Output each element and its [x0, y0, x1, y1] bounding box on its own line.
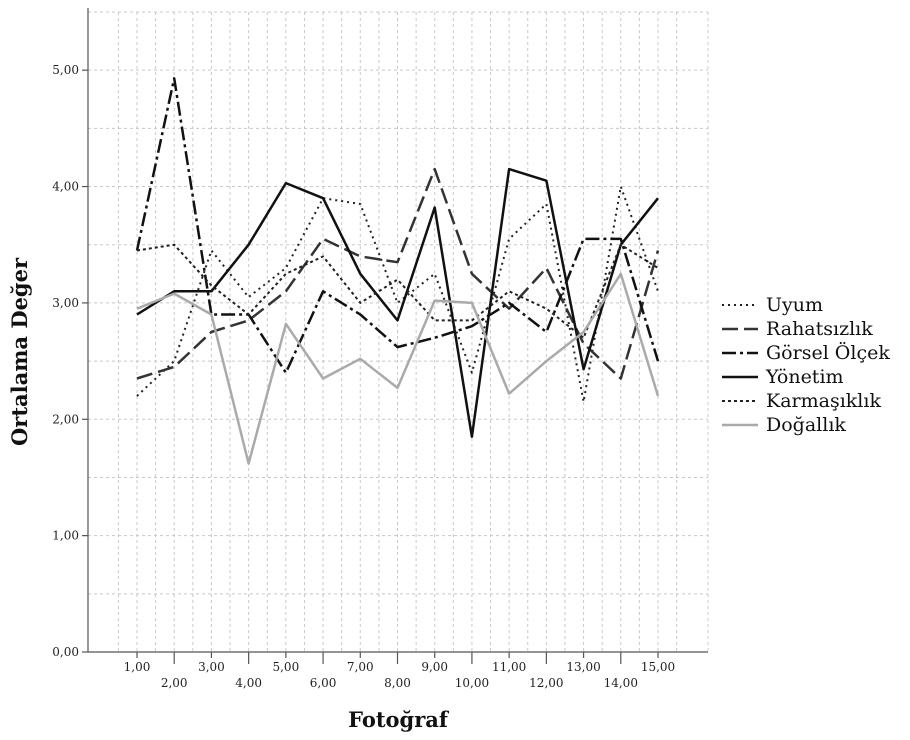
- x-tick-label: 6,00: [310, 676, 337, 690]
- x-tick-label: 5,00: [272, 660, 299, 674]
- legend-label: Karmaşıklık: [766, 390, 881, 412]
- x-tick-label: 10,00: [455, 676, 489, 690]
- axes: 0,00 1,00 2,00 3,00 4,00 5,00 1,00 2,00 3,00 4,00…: [52, 8, 708, 690]
- x-tick-label: 12,00: [529, 676, 563, 690]
- series-line-karmaşıklık: [136, 243, 659, 339]
- legend-label: Görsel Ölçek: [766, 341, 890, 364]
- x-tick-label: 4,00: [235, 676, 262, 690]
- legend-label: Rahatsızlık: [766, 318, 873, 340]
- x-axis-title: Fotoğraf: [348, 707, 450, 732]
- x-tick-label: 3,00: [198, 660, 225, 674]
- x-tick-label: 8,00: [384, 676, 411, 690]
- legend-label: Doğallık: [766, 414, 846, 436]
- y-tick-label: 5,00: [52, 63, 79, 77]
- x-tick-label: 15,00: [641, 660, 675, 674]
- y-axis-title: Ortalama Değer: [7, 257, 32, 446]
- series-line-rahatsızlık: [136, 167, 660, 380]
- x-tick-label: 7,00: [347, 660, 374, 674]
- series-lines: [135, 77, 660, 465]
- y-tick-label: 3,00: [52, 296, 79, 310]
- series-line-görsel-ölçek: [135, 77, 660, 374]
- y-tick-label: 0,00: [52, 645, 79, 659]
- y-tick-label: 2,00: [52, 412, 79, 426]
- y-tick-label: 4,00: [52, 180, 79, 194]
- x-tick-label: 1,00: [124, 660, 151, 674]
- grid: [88, 11, 709, 652]
- series-line-yönetim: [136, 167, 659, 438]
- legend-label: Uyum: [766, 294, 823, 316]
- x-tick-label: 2,00: [161, 676, 188, 690]
- legend-label: Yönetim: [765, 366, 844, 388]
- x-tick-label: 13,00: [566, 660, 600, 674]
- series-line-uyum: [136, 185, 659, 403]
- series-line-doğallık: [136, 272, 660, 465]
- x-tick-label: 14,00: [604, 676, 638, 690]
- x-tick-label: 11,00: [492, 660, 526, 674]
- x-tick-label: 9,00: [421, 660, 448, 674]
- y-tick-label: 1,00: [52, 529, 79, 543]
